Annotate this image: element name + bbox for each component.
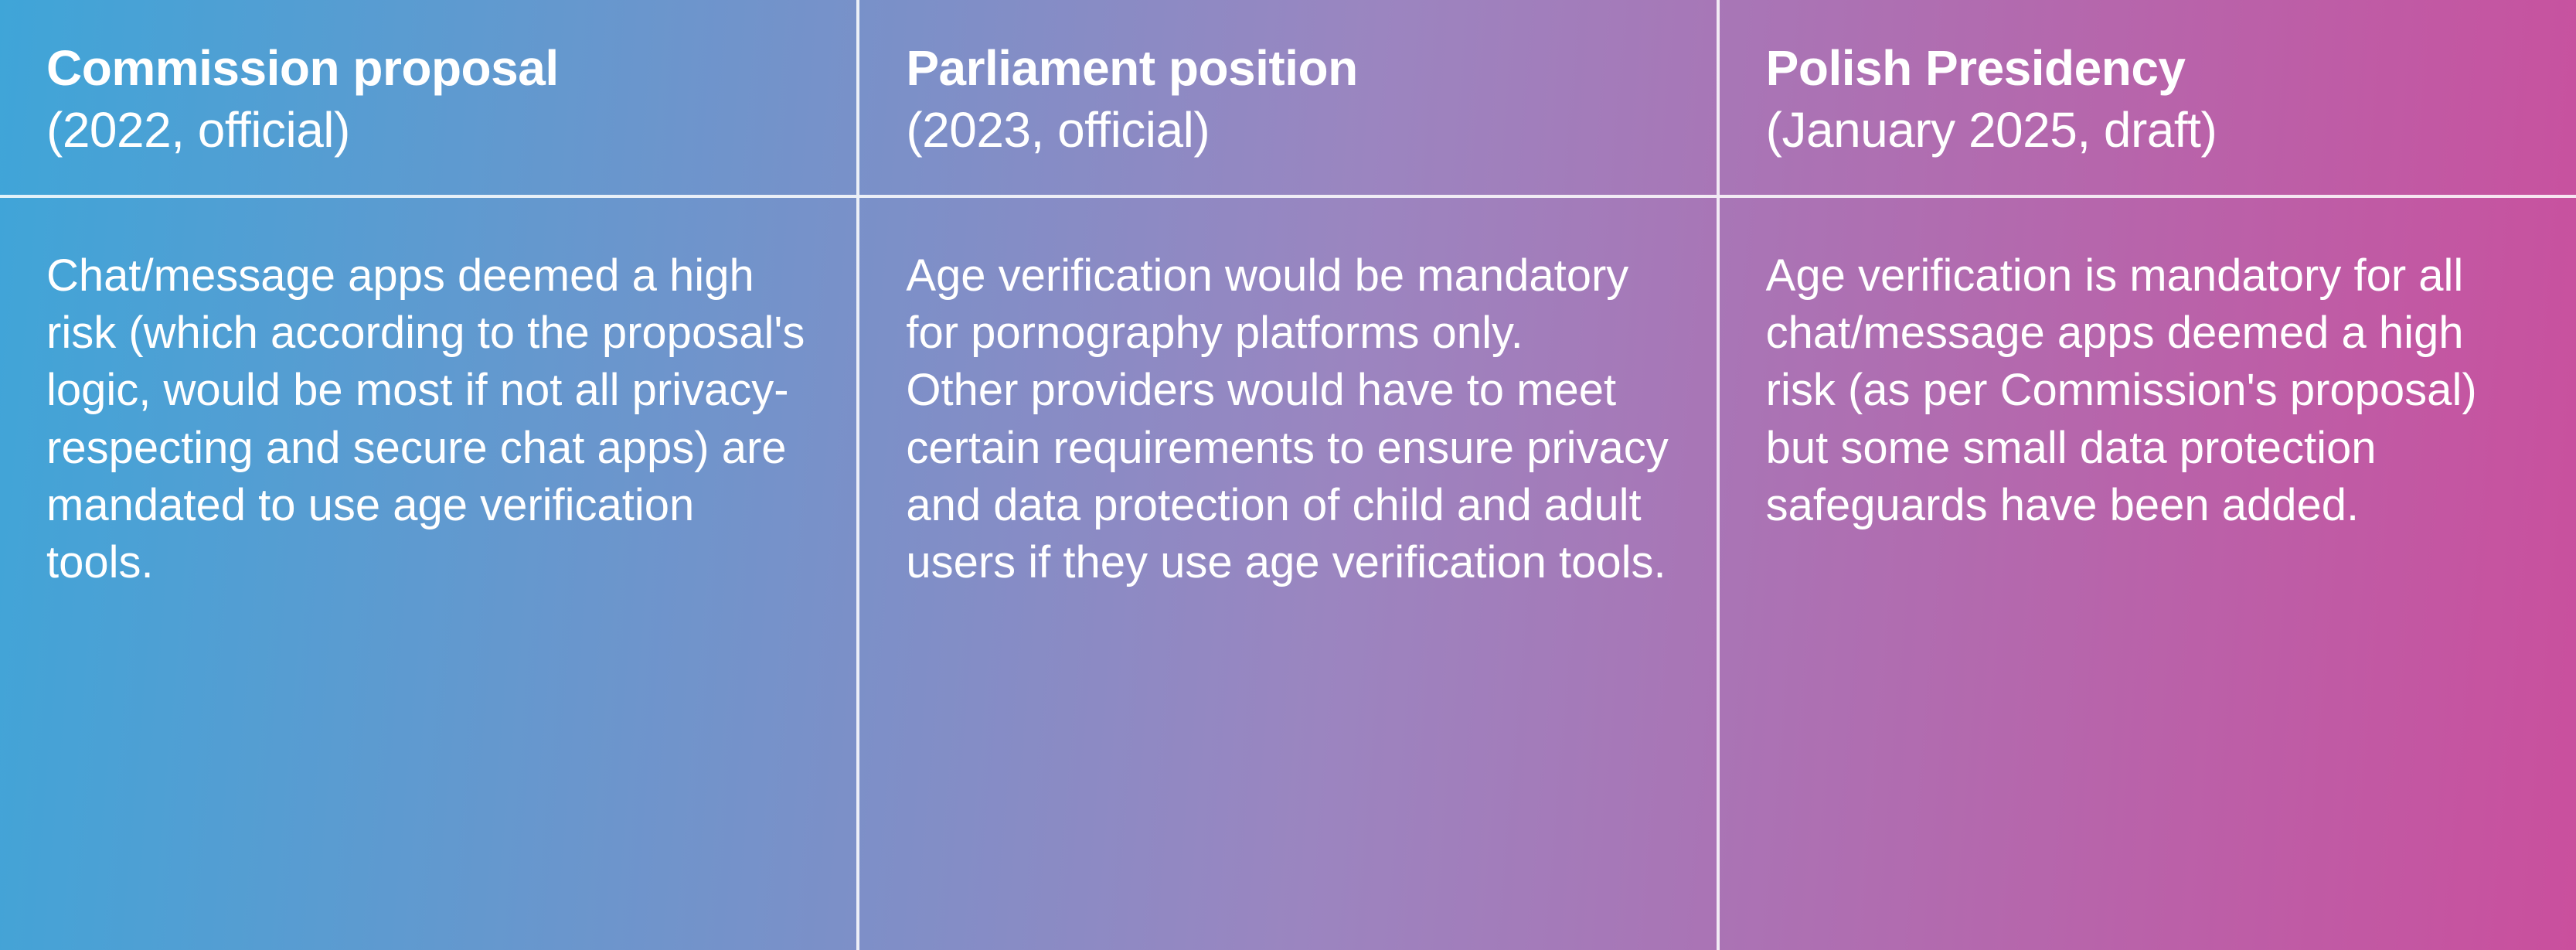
column-commission-proposal: Commission proposal (2022, official) Cha… bbox=[0, 0, 859, 950]
body-text: Chat/message apps deemed a high risk (wh… bbox=[46, 247, 810, 591]
header-subtitle: (2023, official) bbox=[906, 99, 1669, 161]
header-title: Parliament position bbox=[906, 37, 1669, 99]
header-subtitle: (2022, official) bbox=[46, 99, 810, 161]
body-cell: Age verification is mandatory for all ch… bbox=[1720, 198, 2576, 950]
header-subtitle: (January 2025, draft) bbox=[1766, 99, 2530, 161]
body-text: Age verification is mandatory for all ch… bbox=[1766, 247, 2530, 534]
header-title: Commission proposal bbox=[46, 37, 810, 99]
comparison-table: Commission proposal (2022, official) Cha… bbox=[0, 0, 2576, 950]
body-text: Age verification would be mandatory for … bbox=[906, 247, 1669, 591]
header-cell: Commission proposal (2022, official) bbox=[0, 0, 856, 198]
body-cell: Age verification would be mandatory for … bbox=[859, 198, 1716, 950]
header-cell: Polish Presidency (January 2025, draft) bbox=[1720, 0, 2576, 198]
column-parliament-position: Parliament position (2023, official) Age… bbox=[859, 0, 1719, 950]
column-polish-presidency: Polish Presidency (January 2025, draft) … bbox=[1720, 0, 2576, 950]
header-title: Polish Presidency bbox=[1766, 37, 2530, 99]
body-cell: Chat/message apps deemed a high risk (wh… bbox=[0, 198, 856, 950]
header-cell: Parliament position (2023, official) bbox=[859, 0, 1716, 198]
